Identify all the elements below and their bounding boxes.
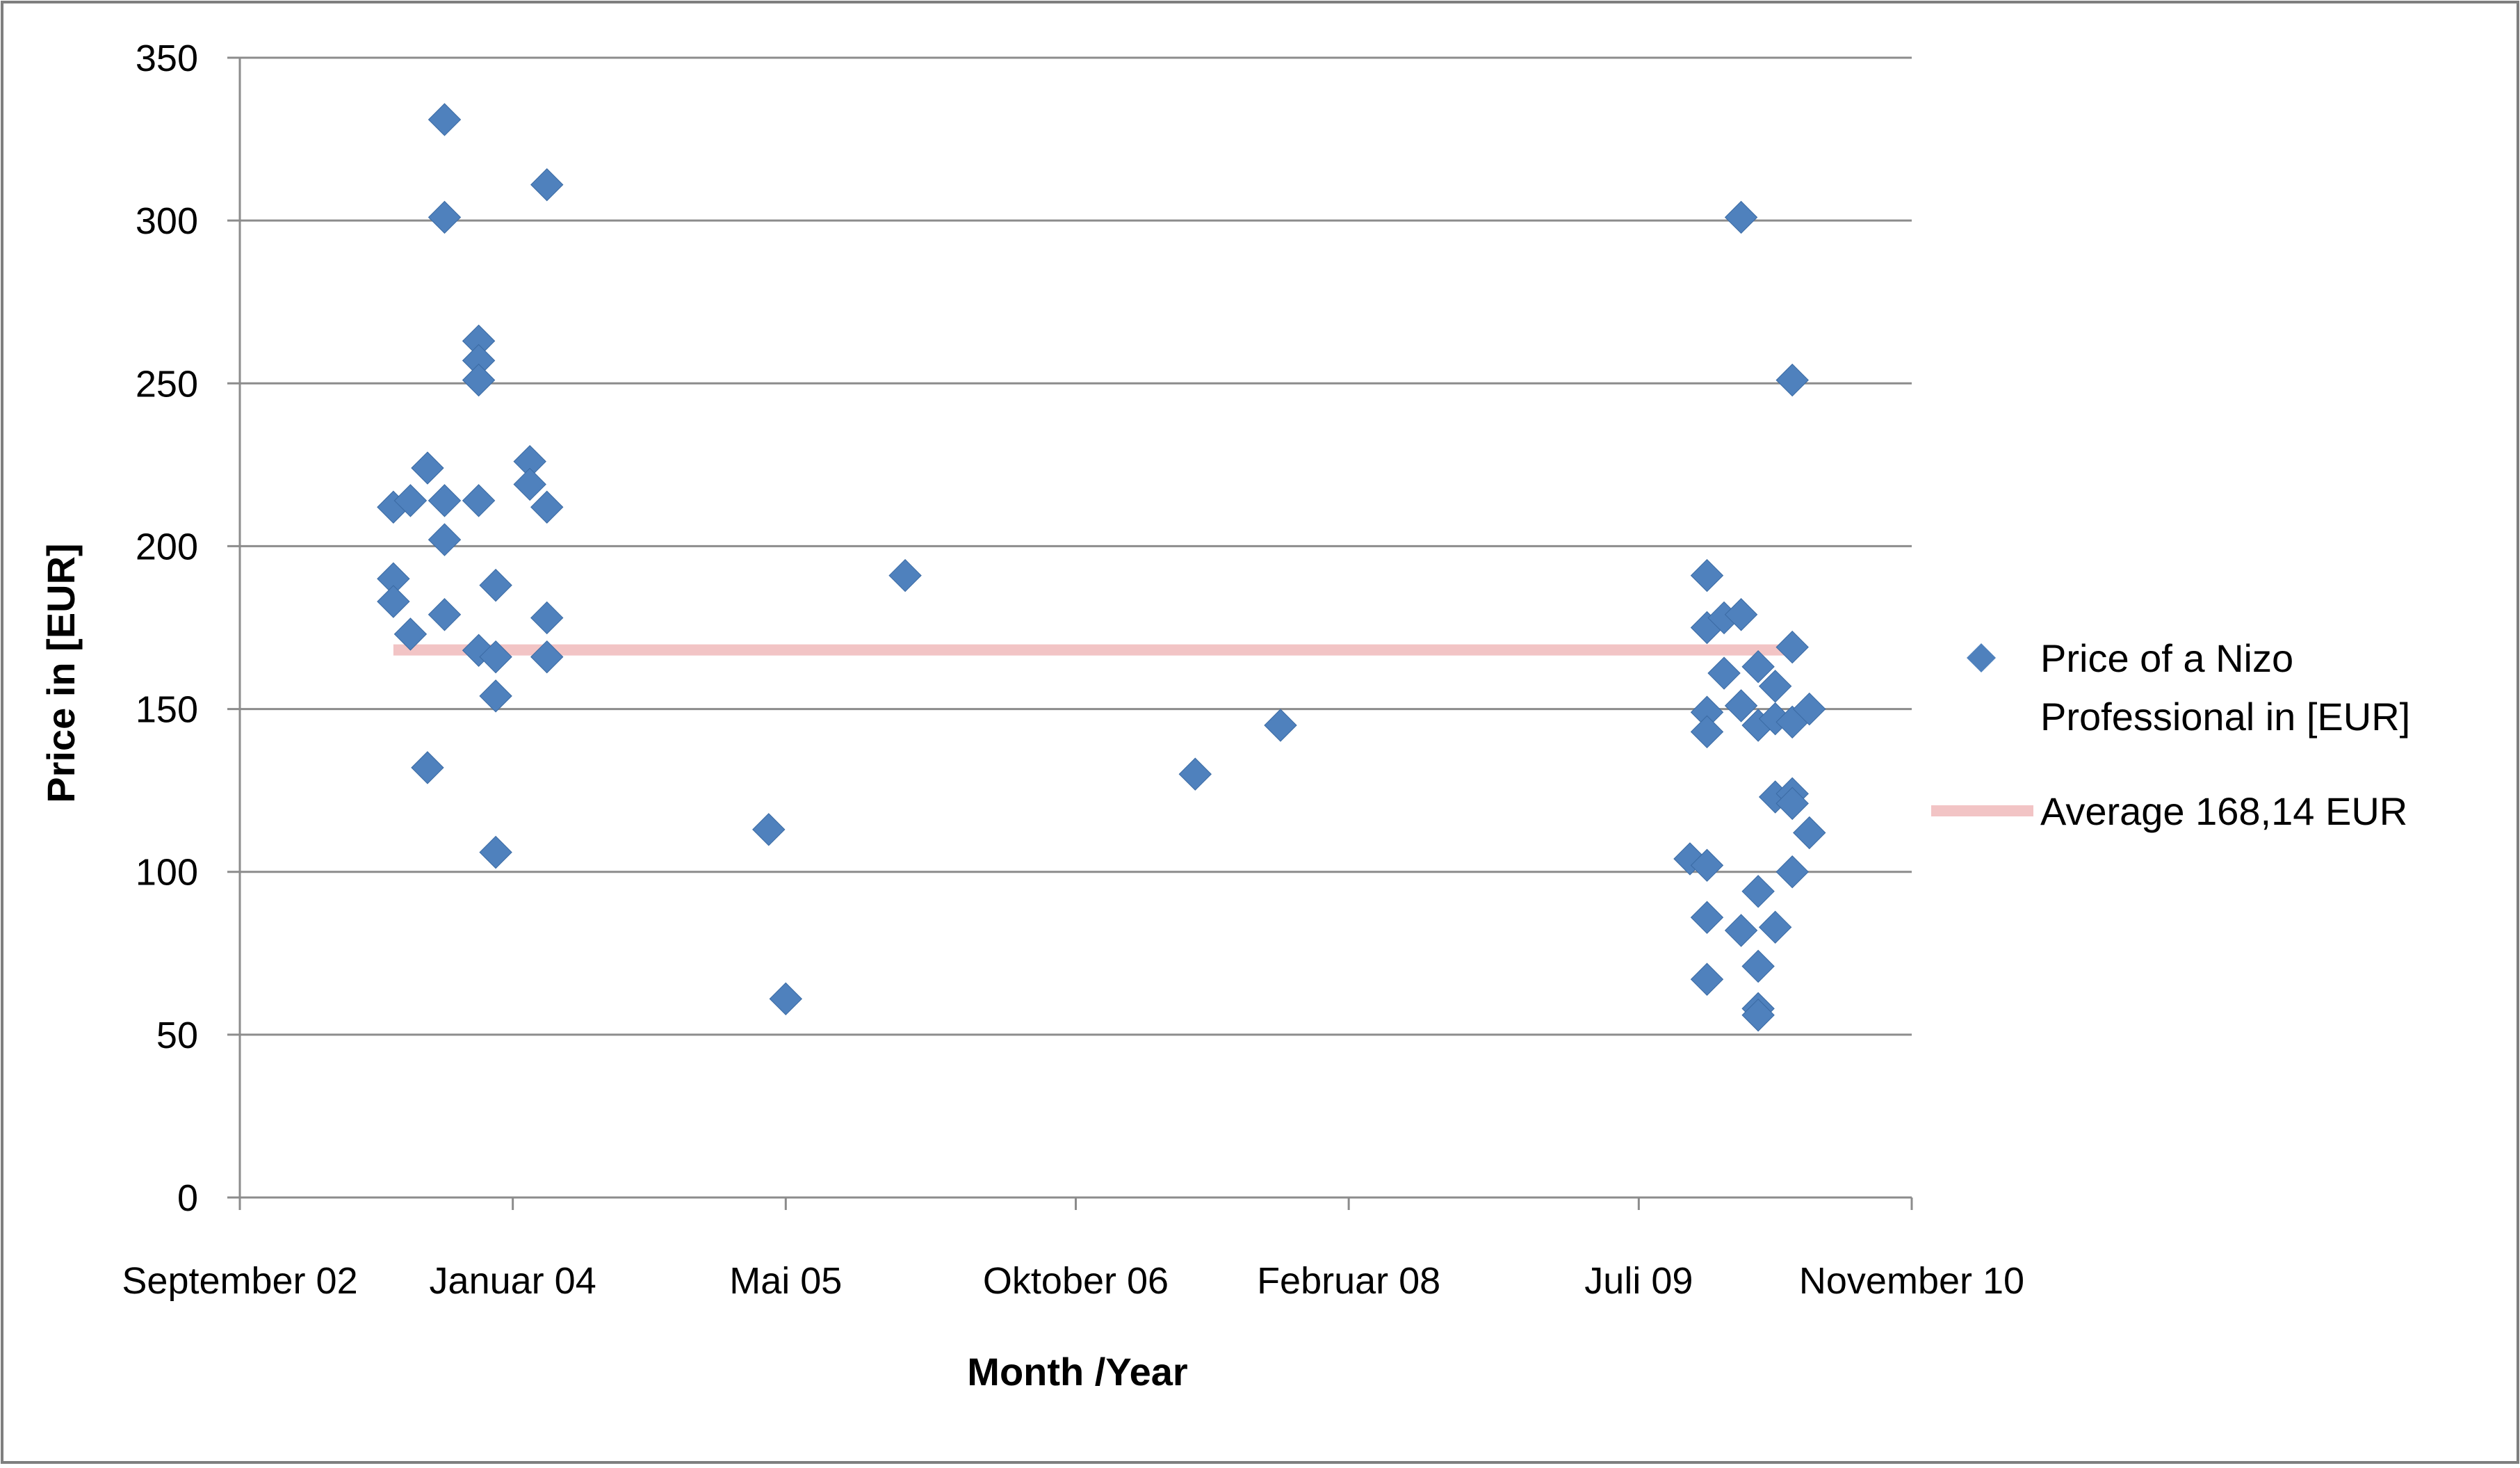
data-point (462, 363, 496, 397)
data-point (1178, 757, 1212, 791)
data-point (1707, 656, 1741, 690)
data-point (411, 751, 444, 784)
data-point (1758, 910, 1792, 944)
y-tick-label: 200 (136, 526, 198, 567)
data-point (377, 585, 410, 618)
data-point (428, 484, 462, 517)
data-point (530, 490, 564, 524)
legend: Price of a Nizo Professional in [EUR] Aver… (1931, 636, 2410, 833)
data-point (1724, 598, 1758, 631)
x-tick-label: September 02 (122, 1260, 357, 1302)
y-tick-label: 50 (156, 1015, 198, 1056)
x-tick-label: Oktober 06 (983, 1260, 1169, 1302)
data-point (479, 679, 512, 713)
data-point (888, 558, 922, 592)
data-point (1775, 787, 1809, 821)
data-point (1690, 715, 1724, 749)
data-point (1690, 901, 1724, 934)
data-point (428, 598, 462, 631)
x-tick-label: Februar 08 (1257, 1260, 1440, 1302)
data-point (428, 200, 462, 234)
data-point (428, 103, 462, 136)
y-axis-title: Price in [EUR] (39, 543, 83, 802)
data-point (1724, 200, 1758, 234)
y-tick-label: 350 (136, 38, 198, 79)
y-tick-label: 250 (136, 363, 198, 405)
legend-label-price: Price of a Nizo Professional in [EUR] (2040, 636, 2410, 739)
x-axis-title: Month /Year (967, 1350, 1187, 1394)
data-point (1775, 630, 1809, 664)
data-point (1264, 709, 1297, 742)
data-point (462, 484, 496, 517)
x-tick-label: Mai 05 (729, 1260, 842, 1302)
data-point (1690, 962, 1724, 996)
data-point (1741, 875, 1775, 908)
y-tick-label: 0 (177, 1177, 198, 1219)
axes: 0 50 100 150 200 250 300 350 September 02 Januar … (122, 38, 2024, 1302)
data-point (1775, 855, 1809, 889)
price-series (377, 103, 1826, 1032)
data-point (752, 813, 786, 846)
data-point (530, 168, 564, 202)
data-point (393, 618, 428, 651)
x-tick-label: November 10 (1799, 1260, 2024, 1302)
data-point (1724, 689, 1758, 723)
data-point (1690, 558, 1724, 592)
data-point (1758, 670, 1792, 703)
data-point (411, 451, 444, 485)
y-tick-label: 300 (136, 200, 198, 242)
x-tick-label: Juli 09 (1584, 1260, 1693, 1302)
grid (240, 56, 1912, 1036)
x-tick-label: Januar 04 (430, 1260, 596, 1302)
data-point (1724, 914, 1758, 947)
data-point (769, 982, 803, 1016)
data-point (428, 523, 462, 556)
data-point (479, 568, 512, 602)
data-point (1690, 848, 1724, 882)
data-point (1793, 692, 1826, 726)
data-point (393, 484, 428, 517)
data-point (479, 835, 512, 869)
data-point (479, 640, 512, 674)
y-tick-label: 100 (136, 852, 198, 894)
y-tick-label: 150 (136, 689, 198, 731)
data-point (530, 640, 564, 674)
data-point (1775, 363, 1809, 397)
data-point (513, 467, 546, 501)
legend-label-average: Average 168,14 EUR (2040, 789, 2407, 833)
data-point (530, 601, 564, 635)
data-point (1741, 650, 1775, 684)
data-point (1793, 816, 1826, 850)
legend-marker-price (1967, 643, 1996, 672)
data-point (1741, 949, 1775, 983)
data-point (1741, 999, 1775, 1032)
